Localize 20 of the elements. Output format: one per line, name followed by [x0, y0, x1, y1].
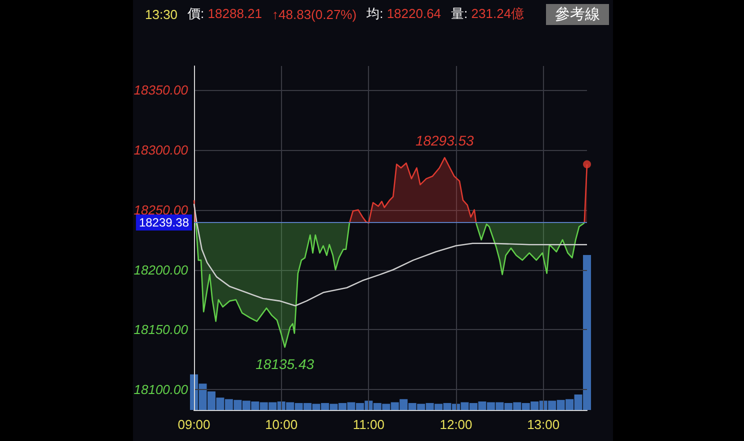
y-tick-label: 18150.00 [134, 322, 189, 338]
x-tick-label: 13:00 [527, 417, 560, 432]
y-tick-label: 18250.00 [134, 202, 189, 218]
y-tick-label: 18100.00 [134, 382, 189, 398]
y-tick-label: 18300.00 [134, 142, 189, 158]
text: 均: 18220.64 [366, 6, 442, 21]
x-tick-label: 10:00 [265, 417, 298, 432]
text: 參考線 [546, 4, 610, 24]
y-tick-label: 18200.00 [134, 262, 189, 278]
text: 量: 231.24億 [451, 6, 524, 21]
x-tick-label: 09:00 [178, 417, 210, 432]
annotation: 18135.43 [256, 356, 314, 372]
annotation: 18293.53 [415, 132, 474, 149]
text: 價: 18288.21 [188, 6, 262, 21]
y-tick-label: 18350.00 [134, 82, 189, 98]
text: 13:30 [145, 6, 178, 22]
x-tick-label: 11:00 [352, 417, 384, 432]
text: ↑48.83(0.27%) [272, 6, 357, 22]
x-tick-label: 12:00 [440, 417, 472, 432]
ref-line-label: 18239.38 [138, 216, 190, 230]
